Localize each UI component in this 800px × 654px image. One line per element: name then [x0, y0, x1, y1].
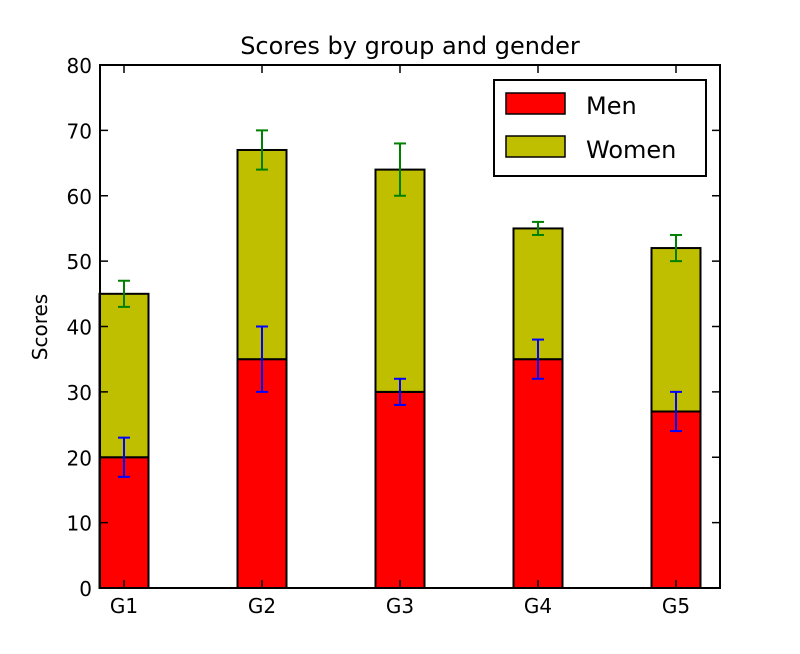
y-tick-label: 10 [67, 512, 92, 536]
y-tick-label: 70 [67, 119, 92, 143]
error-bar-men-g1 [118, 436, 130, 478]
y-axis-ticks: 0 10 20 30 40 50 60 70 80 [67, 54, 720, 601]
bar-men-g2 [236, 358, 288, 589]
legend-label-women: Women [586, 136, 676, 164]
bar-women-g5 [650, 247, 702, 413]
bar-women-g3 [374, 168, 426, 393]
bar-men-g4 [512, 358, 564, 589]
x-axis-ticks: G1 G2 G3 G4 G5 [110, 65, 690, 618]
error-bar-men-g5 [670, 390, 682, 433]
bar-women-g1 [98, 292, 150, 459]
x-tick-label: G5 [662, 594, 690, 618]
bar-men-g3 [374, 390, 426, 589]
bar-men-g5 [650, 410, 702, 589]
x-tick-label: G2 [248, 594, 276, 618]
error-bar-men-g2 [256, 325, 268, 393]
error-bar-men-g3 [394, 377, 406, 406]
y-tick-label: 60 [67, 185, 92, 209]
error-bar-women-g4 [532, 220, 544, 236]
legend-label-men: Men [586, 92, 637, 120]
chart-title: Scores by group and gender [240, 32, 580, 60]
y-tick-label: 50 [67, 250, 92, 274]
bar-women-g2 [236, 148, 288, 361]
y-tick-label: 0 [79, 577, 92, 601]
error-bar-women-g3 [394, 142, 406, 197]
bars-group [98, 148, 702, 589]
y-axis-label: Scores [28, 294, 52, 360]
y-tick-label: 20 [67, 446, 92, 470]
error-bar-men-g4 [532, 338, 544, 380]
x-tick-label: G3 [386, 594, 414, 618]
error-bar-women-g5 [670, 233, 682, 263]
y-tick-label: 30 [67, 381, 92, 405]
error-bar-women-g1 [118, 279, 130, 308]
y-tick-label: 40 [67, 316, 92, 340]
legend: Men Women [493, 79, 707, 177]
error-bars-group [118, 129, 682, 478]
x-tick-label: G1 [110, 594, 138, 618]
error-bar-women-g2 [256, 129, 268, 171]
legend-swatch-women [505, 135, 566, 158]
y-tick-label: 80 [67, 54, 92, 78]
legend-swatch-men [505, 92, 566, 115]
x-tick-label: G4 [524, 594, 552, 618]
